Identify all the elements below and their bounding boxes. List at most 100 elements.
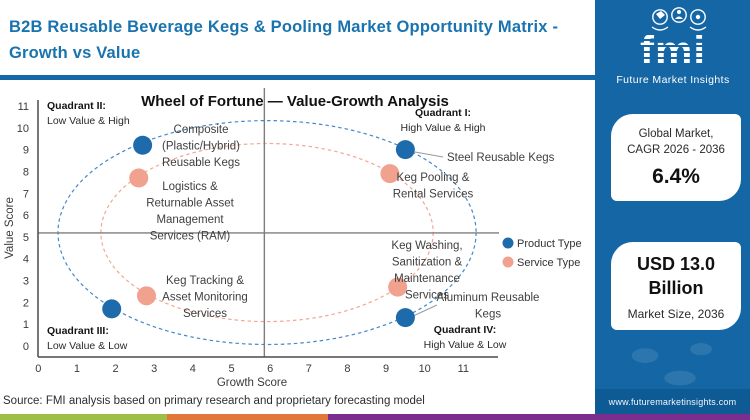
source-note: Source: FMI analysis based on primary re… <box>3 395 425 407</box>
y-axis-title: Value Score <box>4 197 16 259</box>
point-label: Keg Pooling & <box>397 172 470 184</box>
point-label: Services <box>405 290 449 302</box>
cagr-value: 6.4% <box>652 165 700 188</box>
y-tick-label: 9 <box>23 145 29 157</box>
footer-bar-purple <box>328 414 750 420</box>
x-tick-label: 3 <box>151 363 157 375</box>
label-leader-line <box>414 151 444 158</box>
data-point <box>129 168 149 188</box>
point-label: Rental Services <box>393 189 474 201</box>
market-size-value-line2: Billion <box>648 277 704 298</box>
data-point <box>136 286 156 306</box>
header-divider <box>0 75 595 80</box>
data-point <box>388 277 408 297</box>
person-body-glyph <box>674 16 683 19</box>
legend-label: Service Type <box>517 257 580 269</box>
point-label: Returnable Asset <box>146 198 234 210</box>
point-label: Logistics & <box>162 181 218 193</box>
y-tick-label: 0 <box>23 341 29 353</box>
fmi-logo-graphic: fmi Future Market Insights <box>616 7 729 86</box>
logo-text: fmi <box>640 27 706 74</box>
quadrant-desc: Low Value & Low <box>47 340 128 352</box>
x-tick-label: 9 <box>383 363 389 375</box>
data-point <box>102 299 122 319</box>
point-label: Kegs <box>475 309 501 321</box>
icon-arm-right <box>689 26 706 31</box>
globe-icon <box>689 9 706 25</box>
point-label: Keg Tracking & <box>166 275 244 287</box>
website-url: www.futuremarketinsights.com <box>608 396 737 407</box>
point-label: (Plastic/Hybrid) <box>162 141 240 153</box>
point-label: Reusable Kegs <box>162 157 240 169</box>
data-point <box>395 140 415 160</box>
quadrant-title: Quadrant IV: <box>434 324 496 336</box>
market-size-card: USD 13.0 Billion Market Size, 2036 <box>611 242 741 330</box>
quadrant-desc: High Value & High <box>400 122 485 134</box>
footer-bar-green <box>0 414 167 420</box>
world-map-watermark <box>603 330 743 394</box>
point-label: Sanitization & <box>392 257 463 269</box>
data-point <box>395 308 415 328</box>
point-label: Composite <box>174 124 229 136</box>
globe-glyph <box>695 14 700 20</box>
chart-region: 0 1 2 3 4 5 6 7 8 9 10 11 0 1 2 3 4 5 6 7 8 9 10 11 Growth Score… <box>0 84 595 394</box>
point-label: Aluminum Reusable <box>437 292 540 304</box>
point-label: Maintenance <box>394 273 460 285</box>
y-tick-label: 11 <box>18 101 29 113</box>
x-tick-label: 6 <box>267 363 273 375</box>
legend-label: Product Type <box>517 238 582 250</box>
data-point <box>380 164 400 184</box>
quadrant-title: Quadrant III: <box>47 325 109 337</box>
x-tick-label: 4 <box>190 363 196 375</box>
page-title-line2: Growth vs Value <box>9 44 141 62</box>
logo-subtext: Future Market Insights <box>616 74 729 86</box>
map-glyph <box>655 11 665 19</box>
market-size-subtitle: Market Size, 2036 <box>627 306 725 321</box>
y-tick-label: 10 <box>17 123 29 135</box>
point-label: Services <box>183 308 227 320</box>
quadrant-title: Quadrant II: <box>47 100 106 112</box>
footer-bar-orange <box>167 414 328 420</box>
y-tick-label: 6 <box>23 210 29 222</box>
legend-marker <box>502 256 514 268</box>
quadrant-desc: High Value & Low <box>424 339 507 351</box>
page-title: B2B Reusable Beverage Kegs & Pooling Mar… <box>9 14 585 66</box>
y-tick-label: 4 <box>23 254 29 266</box>
x-tick-label: 1 <box>74 363 80 375</box>
label-leader-line <box>410 304 438 318</box>
map-icon <box>651 9 668 25</box>
x-tick-label: 2 <box>113 363 119 375</box>
website-strip: www.futuremarketinsights.com <box>595 389 750 414</box>
quadrant-desc: Low Value & High <box>47 115 130 127</box>
y-tick-label: 7 <box>23 188 29 200</box>
x-tick-label: 8 <box>344 363 350 375</box>
point-label: Keg Washing, <box>391 240 462 252</box>
point-label: Steel Reusable Kegs <box>447 152 555 164</box>
brand-panel: fmi Future Market Insights Global Market… <box>595 0 750 414</box>
point-label: Services (RAM) <box>150 231 231 243</box>
x-tick-label: 11 <box>458 363 469 375</box>
x-tick-label: 0 <box>35 363 41 375</box>
point-label: Management <box>156 214 224 226</box>
footer-color-bar <box>0 414 750 420</box>
cagr-card-line1: Global Market, <box>638 128 714 140</box>
chart-title: Wheel of Fortune — Value-Growth Analysis <box>141 93 449 110</box>
person-icon <box>670 7 687 23</box>
cagr-card-line2: CAGR 2026 - 2036 <box>627 144 725 156</box>
fmi-logo: fmi Future Market Insights <box>595 5 750 102</box>
y-tick-label: 1 <box>23 319 29 331</box>
x-tick-label: 10 <box>419 363 431 375</box>
y-tick-label: 5 <box>23 232 29 244</box>
x-axis-title: Growth Score <box>217 377 287 389</box>
point-label: Asset Monitoring <box>162 292 248 304</box>
legend-marker <box>502 237 514 249</box>
x-tick-label: 5 <box>228 363 234 375</box>
y-tick-label: 8 <box>23 166 29 178</box>
person-head-glyph <box>676 10 681 14</box>
x-tick-label: 7 <box>306 363 312 375</box>
quadrant-title: Quadrant I: <box>415 107 471 119</box>
cagr-card: Global Market, CAGR 2026 - 2036 6.4% <box>611 114 741 201</box>
value-growth-chart: 0 1 2 3 4 5 6 7 8 9 10 11 0 1 2 3 4 5 6 7 8 9 10 11 Growth Score… <box>4 88 582 389</box>
icon-arm-left <box>651 26 668 31</box>
